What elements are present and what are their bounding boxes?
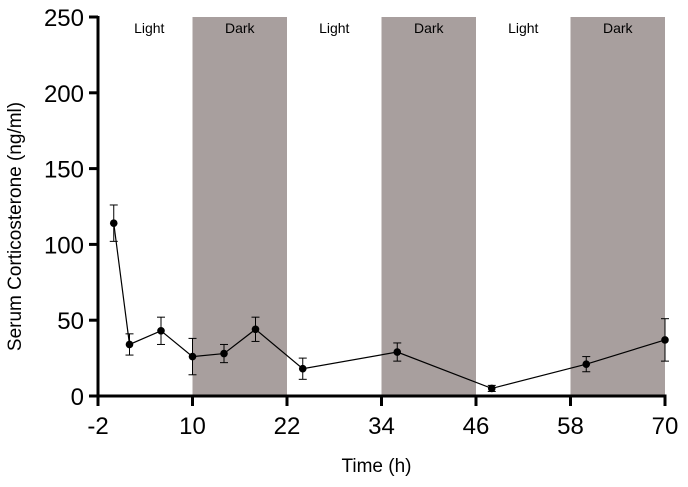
dark-period-label: Dark [603, 20, 634, 36]
data-point [157, 327, 165, 335]
data-series [109, 204, 669, 393]
y-axis-title: Serum Corticosterone (ng/ml) [5, 102, 26, 351]
y-tick-label: 0 [71, 384, 84, 411]
dark-period-band [570, 17, 665, 396]
axis-ticks: -2 10 22 34 46 58 70 0 50 100 150 200 250 [44, 5, 678, 440]
x-tick-label: 70 [652, 413, 679, 440]
y-tick-label: 250 [44, 5, 84, 32]
x-tick-label: 46 [463, 413, 490, 440]
light-period-label: Light [508, 20, 538, 36]
x-tick-label: -2 [87, 413, 108, 440]
y-tick-label: 200 [44, 81, 84, 108]
dark-period-label: Dark [414, 20, 445, 36]
data-point [298, 364, 307, 373]
data-point [393, 348, 402, 356]
data-point [109, 219, 118, 227]
data-point [188, 352, 197, 361]
x-tick-label: 58 [557, 413, 584, 440]
y-tick-label: 150 [44, 157, 84, 184]
x-axis-title: Time (h) [341, 456, 411, 477]
dark-period-band [192, 17, 287, 396]
light-period-label: Light [134, 20, 164, 36]
data-point [582, 360, 591, 368]
data-point [487, 384, 496, 393]
period-bands: Light Dark Light Dark Light Dark [134, 17, 665, 396]
light-period-label: Light [319, 20, 349, 36]
data-point [220, 349, 228, 358]
data-point [125, 340, 134, 349]
dark-period-band [381, 17, 476, 396]
dark-period-label: Dark [225, 20, 256, 36]
data-point [661, 336, 669, 344]
y-tick-label: 50 [57, 308, 84, 335]
data-point [251, 325, 260, 334]
x-tick-label: 22 [274, 413, 301, 440]
y-tick-label: 100 [44, 232, 84, 259]
x-tick-label: 34 [368, 413, 395, 440]
x-tick-label: 10 [179, 413, 206, 440]
